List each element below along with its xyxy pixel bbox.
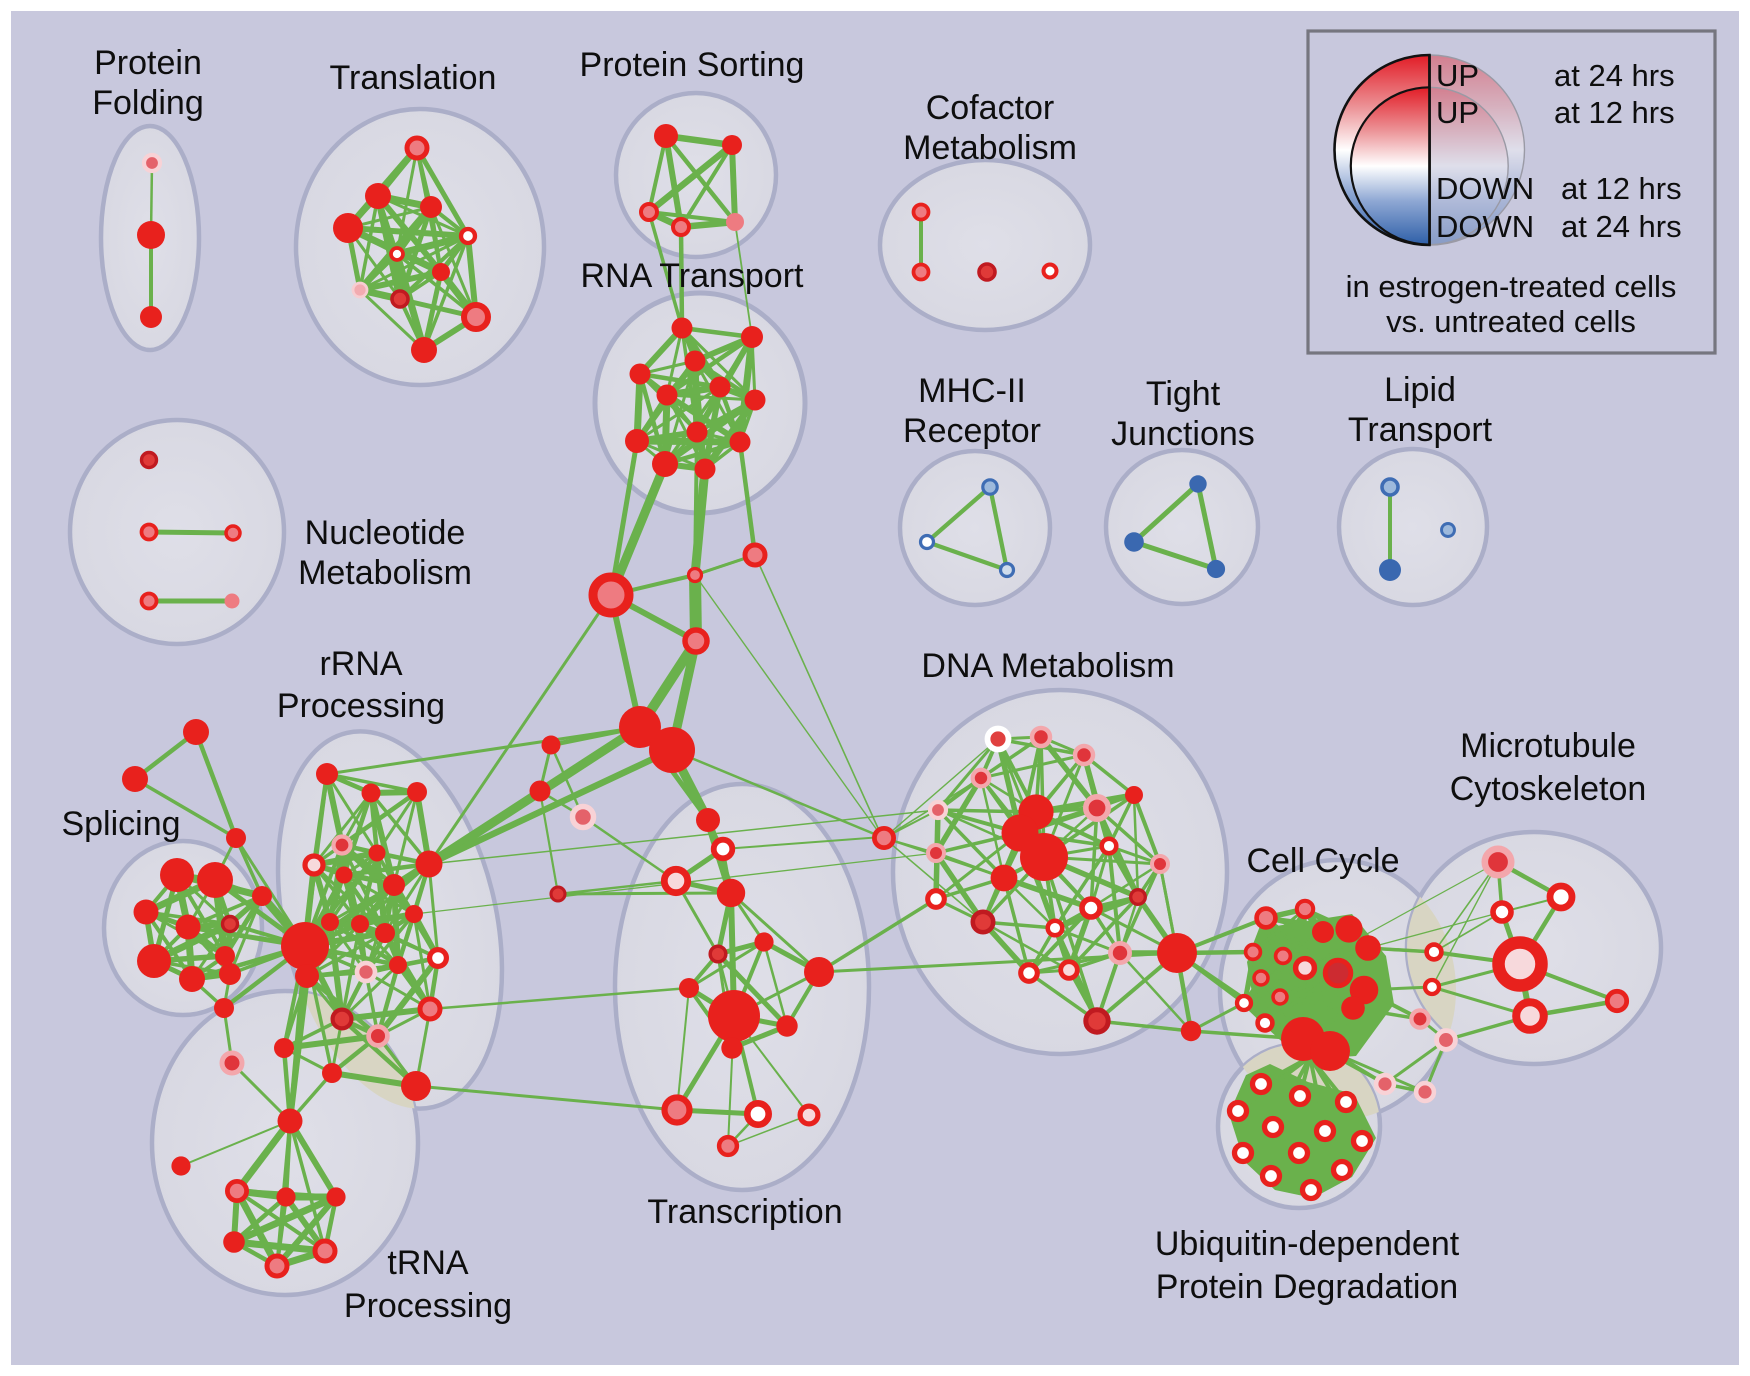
svg-text:tRNA: tRNA — [387, 1244, 469, 1282]
svg-text:Metabolism: Metabolism — [298, 554, 472, 592]
svg-text:Transport: Transport — [1348, 411, 1493, 449]
svg-text:at 12 hrs: at 12 hrs — [1561, 171, 1682, 206]
svg-text:Junctions: Junctions — [1111, 415, 1255, 453]
svg-text:Ubiquitin-dependent: Ubiquitin-dependent — [1155, 1225, 1460, 1263]
svg-text:Tight: Tight — [1146, 375, 1221, 413]
svg-text:UP: UP — [1436, 95, 1479, 130]
svg-text:Lipid: Lipid — [1384, 371, 1456, 409]
svg-text:Microtubule: Microtubule — [1460, 727, 1636, 765]
svg-text:Cell Cycle: Cell Cycle — [1246, 842, 1399, 880]
svg-text:Cofactor: Cofactor — [926, 89, 1055, 127]
svg-text:Protein: Protein — [94, 44, 202, 82]
svg-text:DNA Metabolism: DNA Metabolism — [921, 647, 1174, 685]
svg-text:RNA Transport: RNA Transport — [581, 257, 805, 295]
svg-text:UP: UP — [1436, 58, 1479, 93]
svg-text:Protein Sorting: Protein Sorting — [580, 46, 805, 84]
svg-text:DOWN: DOWN — [1436, 209, 1534, 244]
svg-text:Translation: Translation — [330, 59, 497, 97]
svg-text:at 24 hrs: at 24 hrs — [1561, 209, 1682, 244]
svg-text:Splicing: Splicing — [61, 805, 180, 843]
svg-text:Metabolism: Metabolism — [903, 129, 1077, 167]
svg-text:Nucleotide: Nucleotide — [305, 514, 466, 552]
svg-text:in estrogen-treated cells: in estrogen-treated cells — [1346, 269, 1677, 304]
svg-text:at 24 hrs: at 24 hrs — [1554, 58, 1675, 93]
svg-text:DOWN: DOWN — [1436, 171, 1534, 206]
svg-text:Transcription: Transcription — [647, 1193, 842, 1231]
svg-text:Folding: Folding — [92, 84, 204, 122]
svg-text:Receptor: Receptor — [903, 412, 1041, 450]
svg-text:at 12 hrs: at 12 hrs — [1554, 95, 1675, 130]
svg-text:rRNA: rRNA — [319, 645, 402, 683]
svg-text:MHC-II: MHC-II — [918, 372, 1026, 410]
svg-text:Processing: Processing — [277, 687, 445, 725]
svg-text:Processing: Processing — [344, 1287, 512, 1325]
svg-text:Cytoskeleton: Cytoskeleton — [1450, 770, 1647, 808]
svg-text:vs. untreated cells: vs. untreated cells — [1386, 304, 1636, 339]
svg-text:Protein Degradation: Protein Degradation — [1156, 1268, 1458, 1306]
